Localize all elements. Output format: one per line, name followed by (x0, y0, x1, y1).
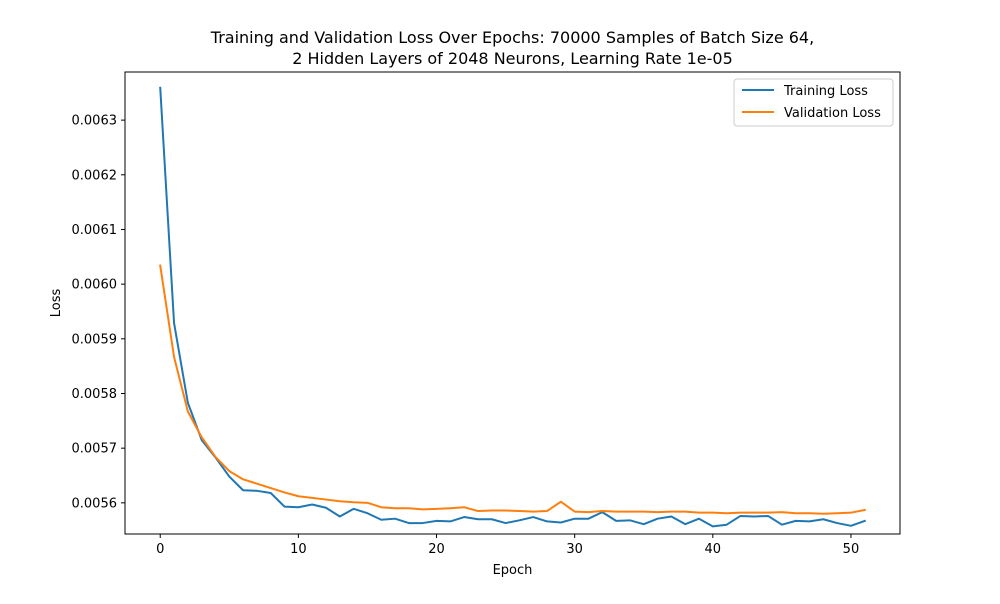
y-tick-label: 0.0058 (72, 387, 118, 402)
x-tick-label: 30 (566, 542, 583, 557)
ticks-layer: 0 10 20 30 40 50 0.0056 0.0057 0.0058 0.0059 0.006… (72, 114, 860, 557)
y-tick-label: 0.0057 (72, 442, 118, 457)
y-tick-label: 0.0059 (72, 332, 118, 347)
x-tick-label: 50 (843, 542, 860, 557)
y-tick-label: 0.0060 (72, 278, 118, 293)
chart-title-line-2: 2 Hidden Layers of 2048 Neurons, Learnin… (292, 49, 733, 68)
x-tick-label: 10 (290, 542, 307, 557)
chart-title-line-1: Training and Validation Loss Over Epochs… (210, 28, 814, 47)
y-tick-label: 0.0061 (72, 223, 118, 238)
series-line-validation-loss (159, 264, 866, 515)
series-layer (159, 86, 867, 528)
y-axis-label: Loss (49, 289, 64, 318)
legend-label-validation-loss: Validation Loss (784, 106, 881, 121)
legend: Training Loss Validation Loss (733, 78, 894, 127)
x-axis-label: Epoch (493, 563, 533, 578)
x-tick-label: 40 (705, 542, 722, 557)
x-tick-label: 0 (156, 542, 164, 557)
plot-area-frame (124, 71, 901, 535)
y-tick-label: 0.0063 (72, 114, 118, 129)
series-line-training-loss (159, 86, 867, 528)
y-tick-label: 0.0056 (72, 496, 118, 511)
y-tick-label: 0.0062 (72, 168, 118, 183)
legend-label-training-loss: Training Loss (783, 84, 868, 99)
x-tick-label: 20 (428, 542, 445, 557)
